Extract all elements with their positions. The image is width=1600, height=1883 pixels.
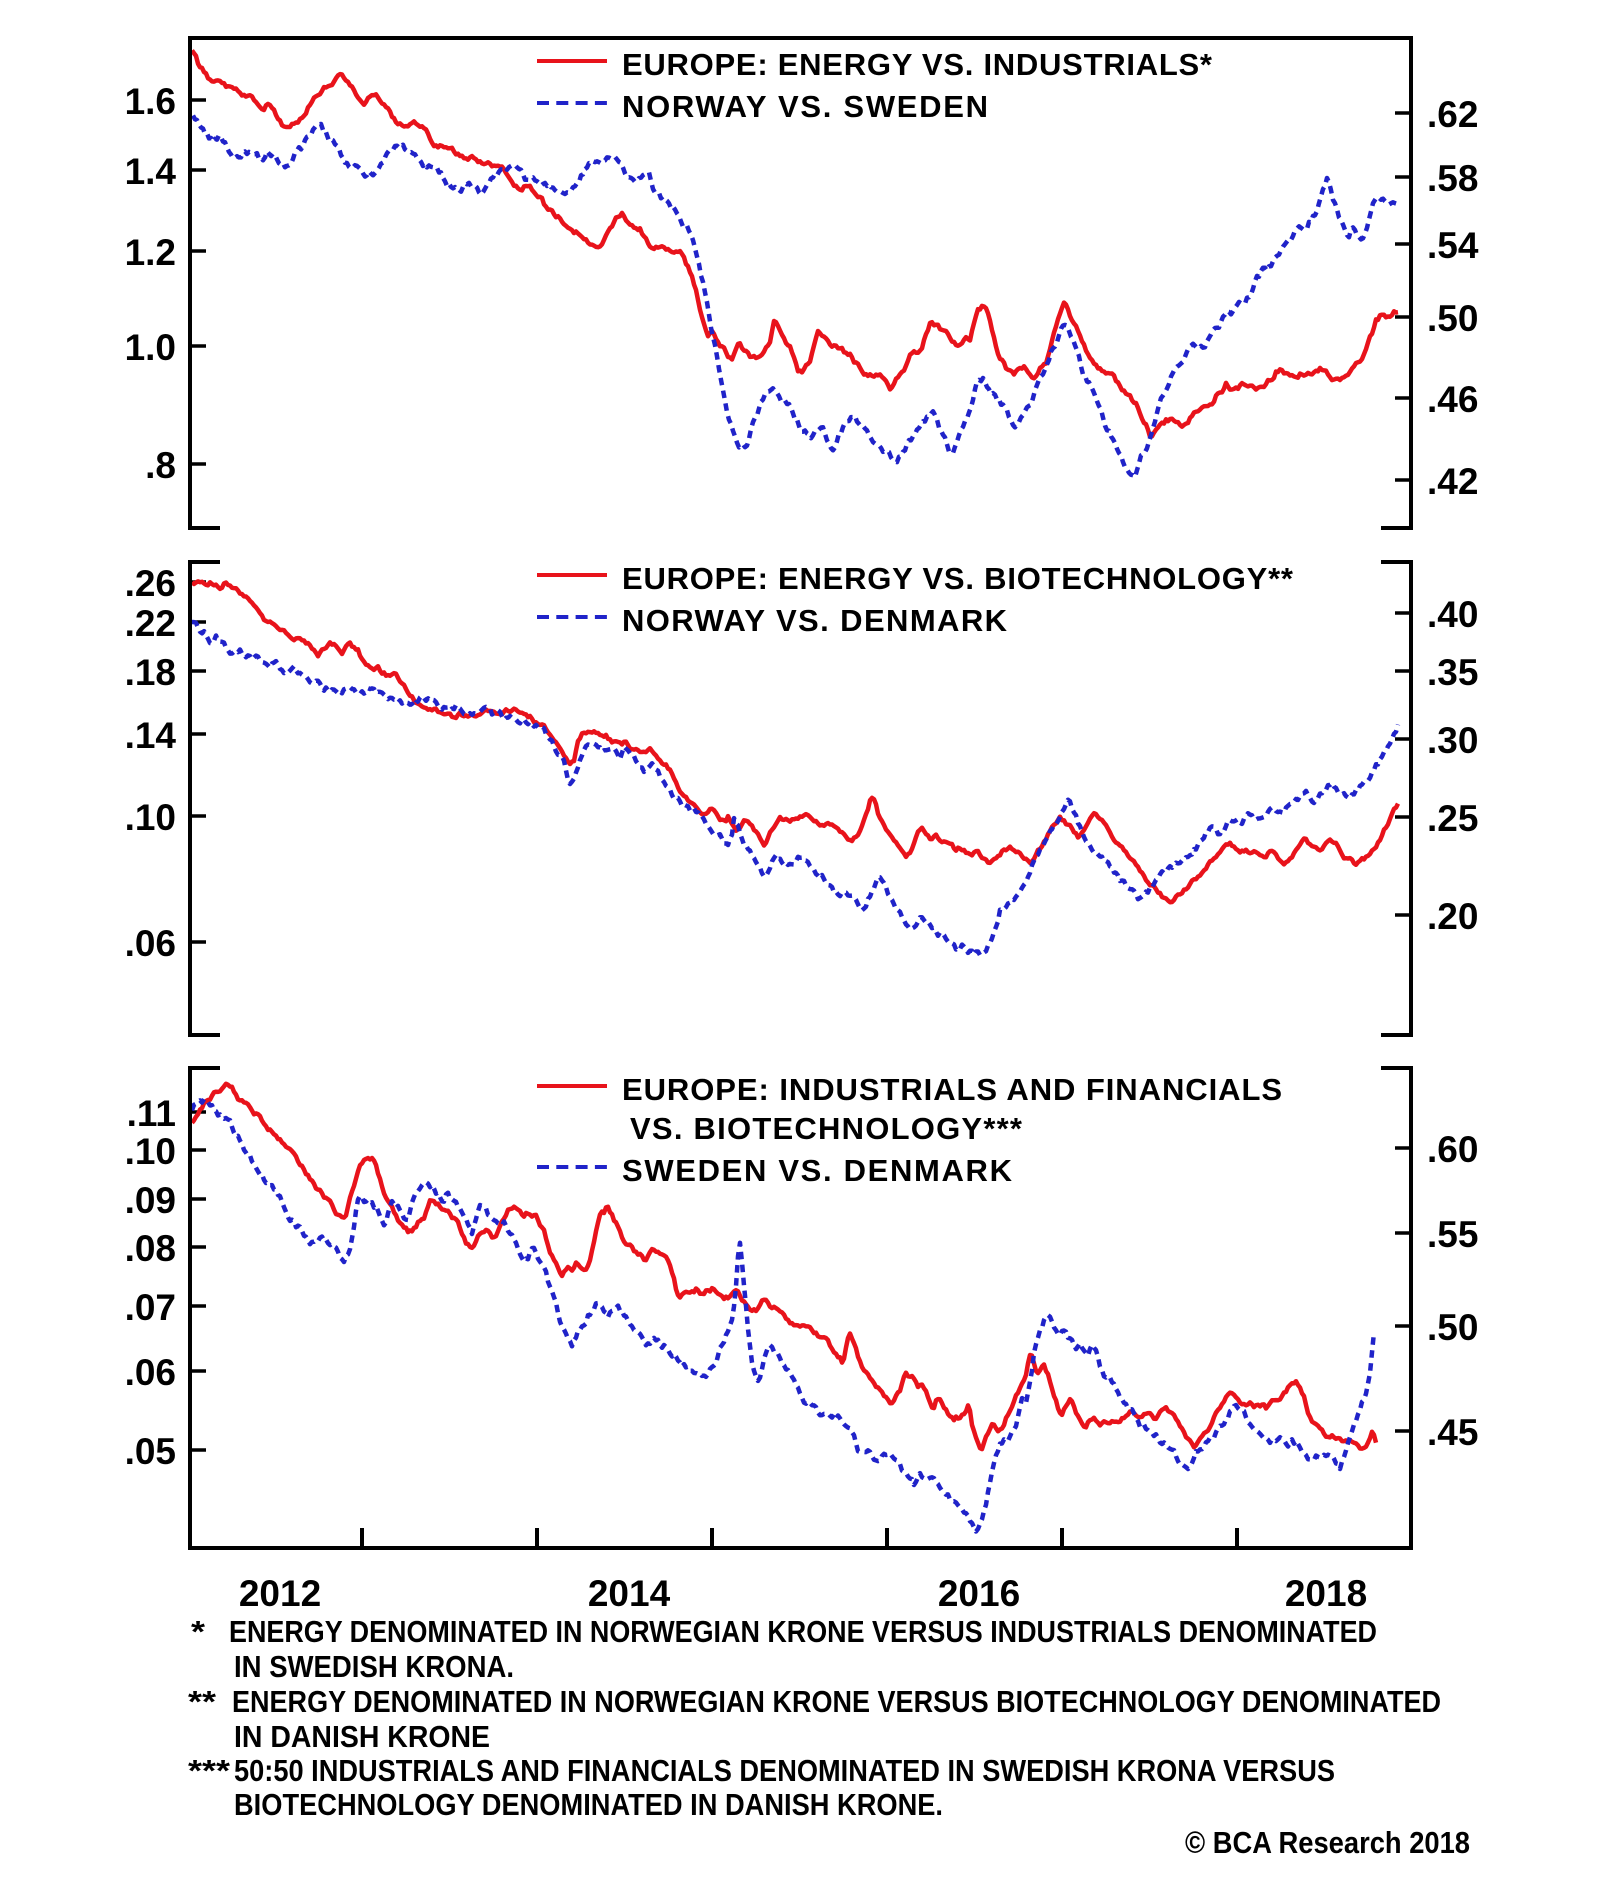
svg-text:.09: .09 (125, 1180, 176, 1221)
svg-text:BIOTECHNOLOGY DENOMINATED IN D: BIOTECHNOLOGY DENOMINATED IN DANISH KRON… (234, 1787, 943, 1822)
svg-text:.55: .55 (1427, 1214, 1478, 1255)
svg-text:2014: 2014 (588, 1573, 671, 1614)
svg-text:.20: .20 (1427, 896, 1478, 937)
svg-text:1.2: 1.2 (125, 232, 176, 273)
svg-text:.06: .06 (125, 923, 176, 964)
svg-text:.26: .26 (125, 563, 176, 604)
svg-text:.10: .10 (125, 1131, 176, 1172)
svg-text:.40: .40 (1427, 594, 1478, 635)
svg-text:.25: .25 (1427, 798, 1478, 839)
svg-text:© BCA Research 2018: © BCA Research 2018 (1185, 1825, 1470, 1860)
svg-text:.58: .58 (1427, 158, 1478, 199)
svg-text:.14: .14 (125, 715, 177, 756)
svg-text:.62: .62 (1427, 94, 1478, 135)
svg-text:NORWAY VS. DENMARK: NORWAY VS. DENMARK (622, 603, 1008, 638)
svg-text:.42: .42 (1427, 461, 1478, 502)
svg-text:2018: 2018 (1285, 1573, 1367, 1614)
svg-text:.18: .18 (125, 652, 176, 693)
svg-text:*: * (191, 1614, 206, 1649)
svg-text:***: *** (188, 1753, 231, 1788)
svg-text:**: ** (188, 1684, 217, 1719)
svg-text:EUROPE: ENERGY VS. BIOTECHNOLO: EUROPE: ENERGY VS. BIOTECHNOLOGY** (622, 561, 1294, 596)
svg-text:.60: .60 (1427, 1129, 1478, 1170)
svg-text:ENERGY DENOMINATED IN NORWEGIA: ENERGY DENOMINATED IN NORWEGIAN KRONE VE… (229, 1614, 1377, 1649)
svg-text:EUROPE: INDUSTRIALS AND FINANC: EUROPE: INDUSTRIALS AND FINANCIALS (622, 1072, 1282, 1107)
svg-text:.10: .10 (125, 797, 176, 838)
svg-text:.50: .50 (1427, 298, 1478, 339)
svg-text:.45: .45 (1427, 1412, 1478, 1453)
svg-text:1.4: 1.4 (125, 151, 177, 192)
svg-text:.05: .05 (125, 1431, 176, 1472)
svg-text:ENERGY DENOMINATED IN NORWEGIA: ENERGY DENOMINATED IN NORWEGIAN KRONE VE… (232, 1684, 1441, 1719)
svg-text:.08: .08 (125, 1228, 176, 1269)
svg-text:.54: .54 (1427, 225, 1479, 266)
svg-text:2016: 2016 (938, 1573, 1020, 1614)
svg-text:2012: 2012 (239, 1573, 321, 1614)
svg-text:.22: .22 (125, 603, 176, 644)
svg-text:.8: .8 (145, 445, 176, 486)
svg-text:IN SWEDISH KRONA.: IN SWEDISH KRONA. (234, 1649, 514, 1684)
svg-text:1.0: 1.0 (125, 327, 176, 368)
svg-text:.06: .06 (125, 1352, 176, 1393)
svg-text:SWEDEN VS. DENMARK: SWEDEN VS. DENMARK (622, 1153, 1013, 1188)
svg-text:1.6: 1.6 (125, 81, 176, 122)
svg-text:NORWAY VS. SWEDEN: NORWAY VS. SWEDEN (622, 89, 988, 124)
svg-text:VS. BIOTECHNOLOGY***: VS. BIOTECHNOLOGY*** (630, 1111, 1023, 1146)
svg-text:.50: .50 (1427, 1307, 1478, 1348)
svg-text:.30: .30 (1427, 720, 1478, 761)
svg-text:.46: .46 (1427, 379, 1478, 420)
svg-text:EUROPE: ENERGY VS. INDUSTRIALS: EUROPE: ENERGY VS. INDUSTRIALS* (622, 47, 1213, 82)
svg-text:50:50 INDUSTRIALS AND FINANCIA: 50:50 INDUSTRIALS AND FINANCIALS DENOMIN… (234, 1753, 1335, 1788)
svg-text:IN DANISH KRONE: IN DANISH KRONE (234, 1719, 490, 1754)
svg-text:.11: .11 (127, 1093, 176, 1134)
svg-text:.07: .07 (125, 1287, 176, 1328)
svg-text:.35: .35 (1427, 652, 1478, 693)
